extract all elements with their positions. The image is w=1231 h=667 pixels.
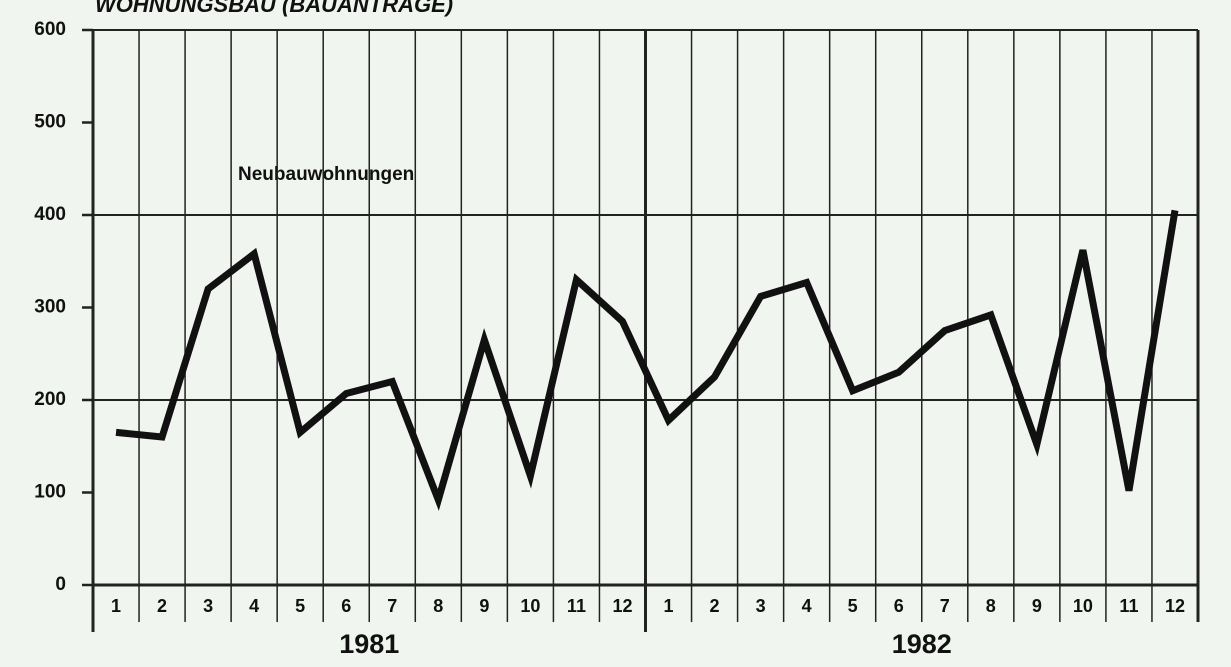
x-tick-label: 8	[986, 596, 996, 616]
x-tick-label: 12	[1165, 596, 1185, 616]
series-annotation: Neubauwohnungen	[238, 164, 414, 185]
x-tick-label: 10	[520, 596, 540, 616]
x-tick-label: 3	[203, 596, 213, 616]
x-tick-label: 10	[1073, 596, 1093, 616]
x-tick-label: 6	[341, 596, 351, 616]
y-tick-label: 500	[34, 112, 66, 133]
x-tick-label: 11	[567, 596, 586, 616]
x-tick-label: 4	[802, 596, 812, 616]
y-tick-label: 100	[34, 482, 66, 503]
y-tick-label: 400	[34, 204, 66, 225]
y-tick-label: 0	[55, 574, 66, 595]
x-tick-label: 1	[111, 596, 121, 616]
x-tick-label: 2	[710, 596, 720, 616]
data-line	[115, 209, 1179, 511]
group-label: 1982	[892, 629, 952, 659]
x-tick-label: 5	[295, 596, 305, 616]
x-tick-label: 6	[894, 596, 904, 616]
x-tick-label: 4	[249, 596, 259, 616]
x-tick-label: 1	[664, 596, 674, 616]
x-tick-label: 3	[756, 596, 766, 616]
y-tick-label: 200	[34, 389, 66, 410]
x-tick-label: 8	[433, 596, 443, 616]
group-label: 1981	[339, 629, 399, 659]
x-tick-label: 11	[1119, 596, 1138, 616]
x-tick-label: 9	[479, 596, 489, 616]
x-tick-label: 7	[387, 596, 397, 616]
y-tick-label: 300	[34, 297, 66, 318]
x-tick-label: 9	[1032, 596, 1042, 616]
chart-title: WOHNUNGSBAU (BAUANTRÄGE)	[95, 0, 453, 17]
x-tick-label: 12	[612, 596, 632, 616]
x-tick-label: 2	[157, 596, 167, 616]
y-tick-label: 600	[34, 19, 66, 40]
x-tick-label: 7	[940, 596, 950, 616]
x-tick-label: 5	[848, 596, 858, 616]
